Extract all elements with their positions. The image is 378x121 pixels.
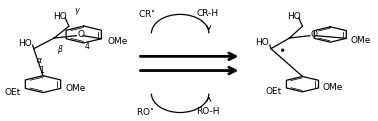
Text: $\gamma$: $\gamma$ xyxy=(74,6,81,17)
Text: CR-H: CR-H xyxy=(197,9,219,18)
Text: OMe: OMe xyxy=(65,84,85,93)
Text: OEt: OEt xyxy=(266,87,282,96)
Text: 1: 1 xyxy=(39,65,43,75)
Text: HO: HO xyxy=(256,38,269,47)
Text: CR$^{\bullet}$: CR$^{\bullet}$ xyxy=(138,8,155,19)
Text: $\alpha$: $\alpha$ xyxy=(36,56,42,65)
Text: HO: HO xyxy=(287,12,301,21)
Text: OMe: OMe xyxy=(323,83,343,92)
Text: OEt: OEt xyxy=(5,88,21,97)
Text: OMe: OMe xyxy=(351,36,371,45)
Text: O: O xyxy=(311,30,318,39)
Text: 4: 4 xyxy=(84,42,89,51)
Text: $\beta$: $\beta$ xyxy=(57,43,64,56)
Text: $\bullet$: $\bullet$ xyxy=(277,42,285,55)
Text: HO: HO xyxy=(53,12,67,21)
Text: HO: HO xyxy=(18,39,32,48)
Text: OMe: OMe xyxy=(108,37,128,46)
Text: RO$^{\bullet}$: RO$^{\bullet}$ xyxy=(136,106,154,117)
Text: RO-H: RO-H xyxy=(196,107,220,116)
Text: O: O xyxy=(77,30,84,39)
